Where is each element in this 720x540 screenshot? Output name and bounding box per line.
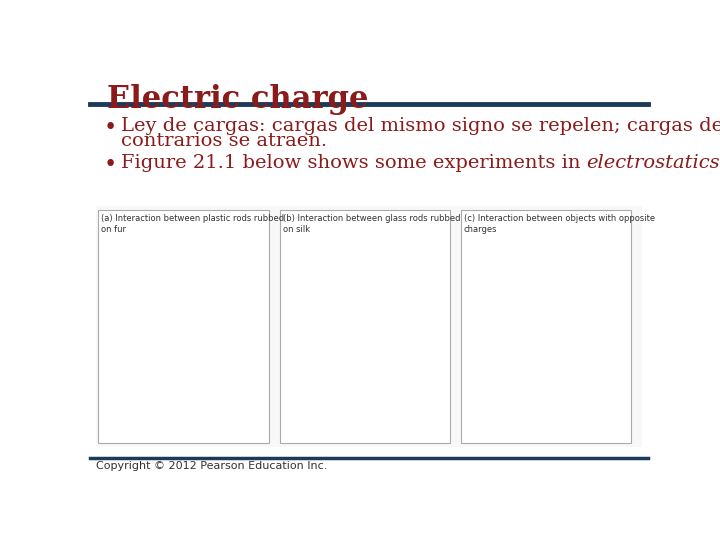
Text: Copyright © 2012 Pearson Education Inc.: Copyright © 2012 Pearson Education Inc. <box>96 461 327 471</box>
Bar <box>96 206 642 447</box>
Bar <box>461 210 631 443</box>
Text: (a) Interaction between plastic rods rubbed
on fur: (a) Interaction between plastic rods rub… <box>101 214 284 234</box>
Text: electrostatics: electrostatics <box>587 154 720 172</box>
Text: Electric charge: Electric charge <box>107 84 368 114</box>
Text: contrarios se atraen.: contrarios se atraen. <box>121 132 327 150</box>
Text: (c) Interaction between objects with opposite
charges: (c) Interaction between objects with opp… <box>464 214 655 234</box>
Bar <box>99 210 269 443</box>
Bar <box>280 210 450 443</box>
Text: •: • <box>104 117 117 139</box>
Text: •: • <box>104 154 117 176</box>
Text: Figure 21.1 below shows some experiments in: Figure 21.1 below shows some experiments… <box>121 154 587 172</box>
Text: (b) Interaction between glass rods rubbed
on silk: (b) Interaction between glass rods rubbe… <box>282 214 460 234</box>
Text: Ley de cargas: cargas del mismo signo se repelen; cargas de signos: Ley de cargas: cargas del mismo signo se… <box>121 117 720 135</box>
